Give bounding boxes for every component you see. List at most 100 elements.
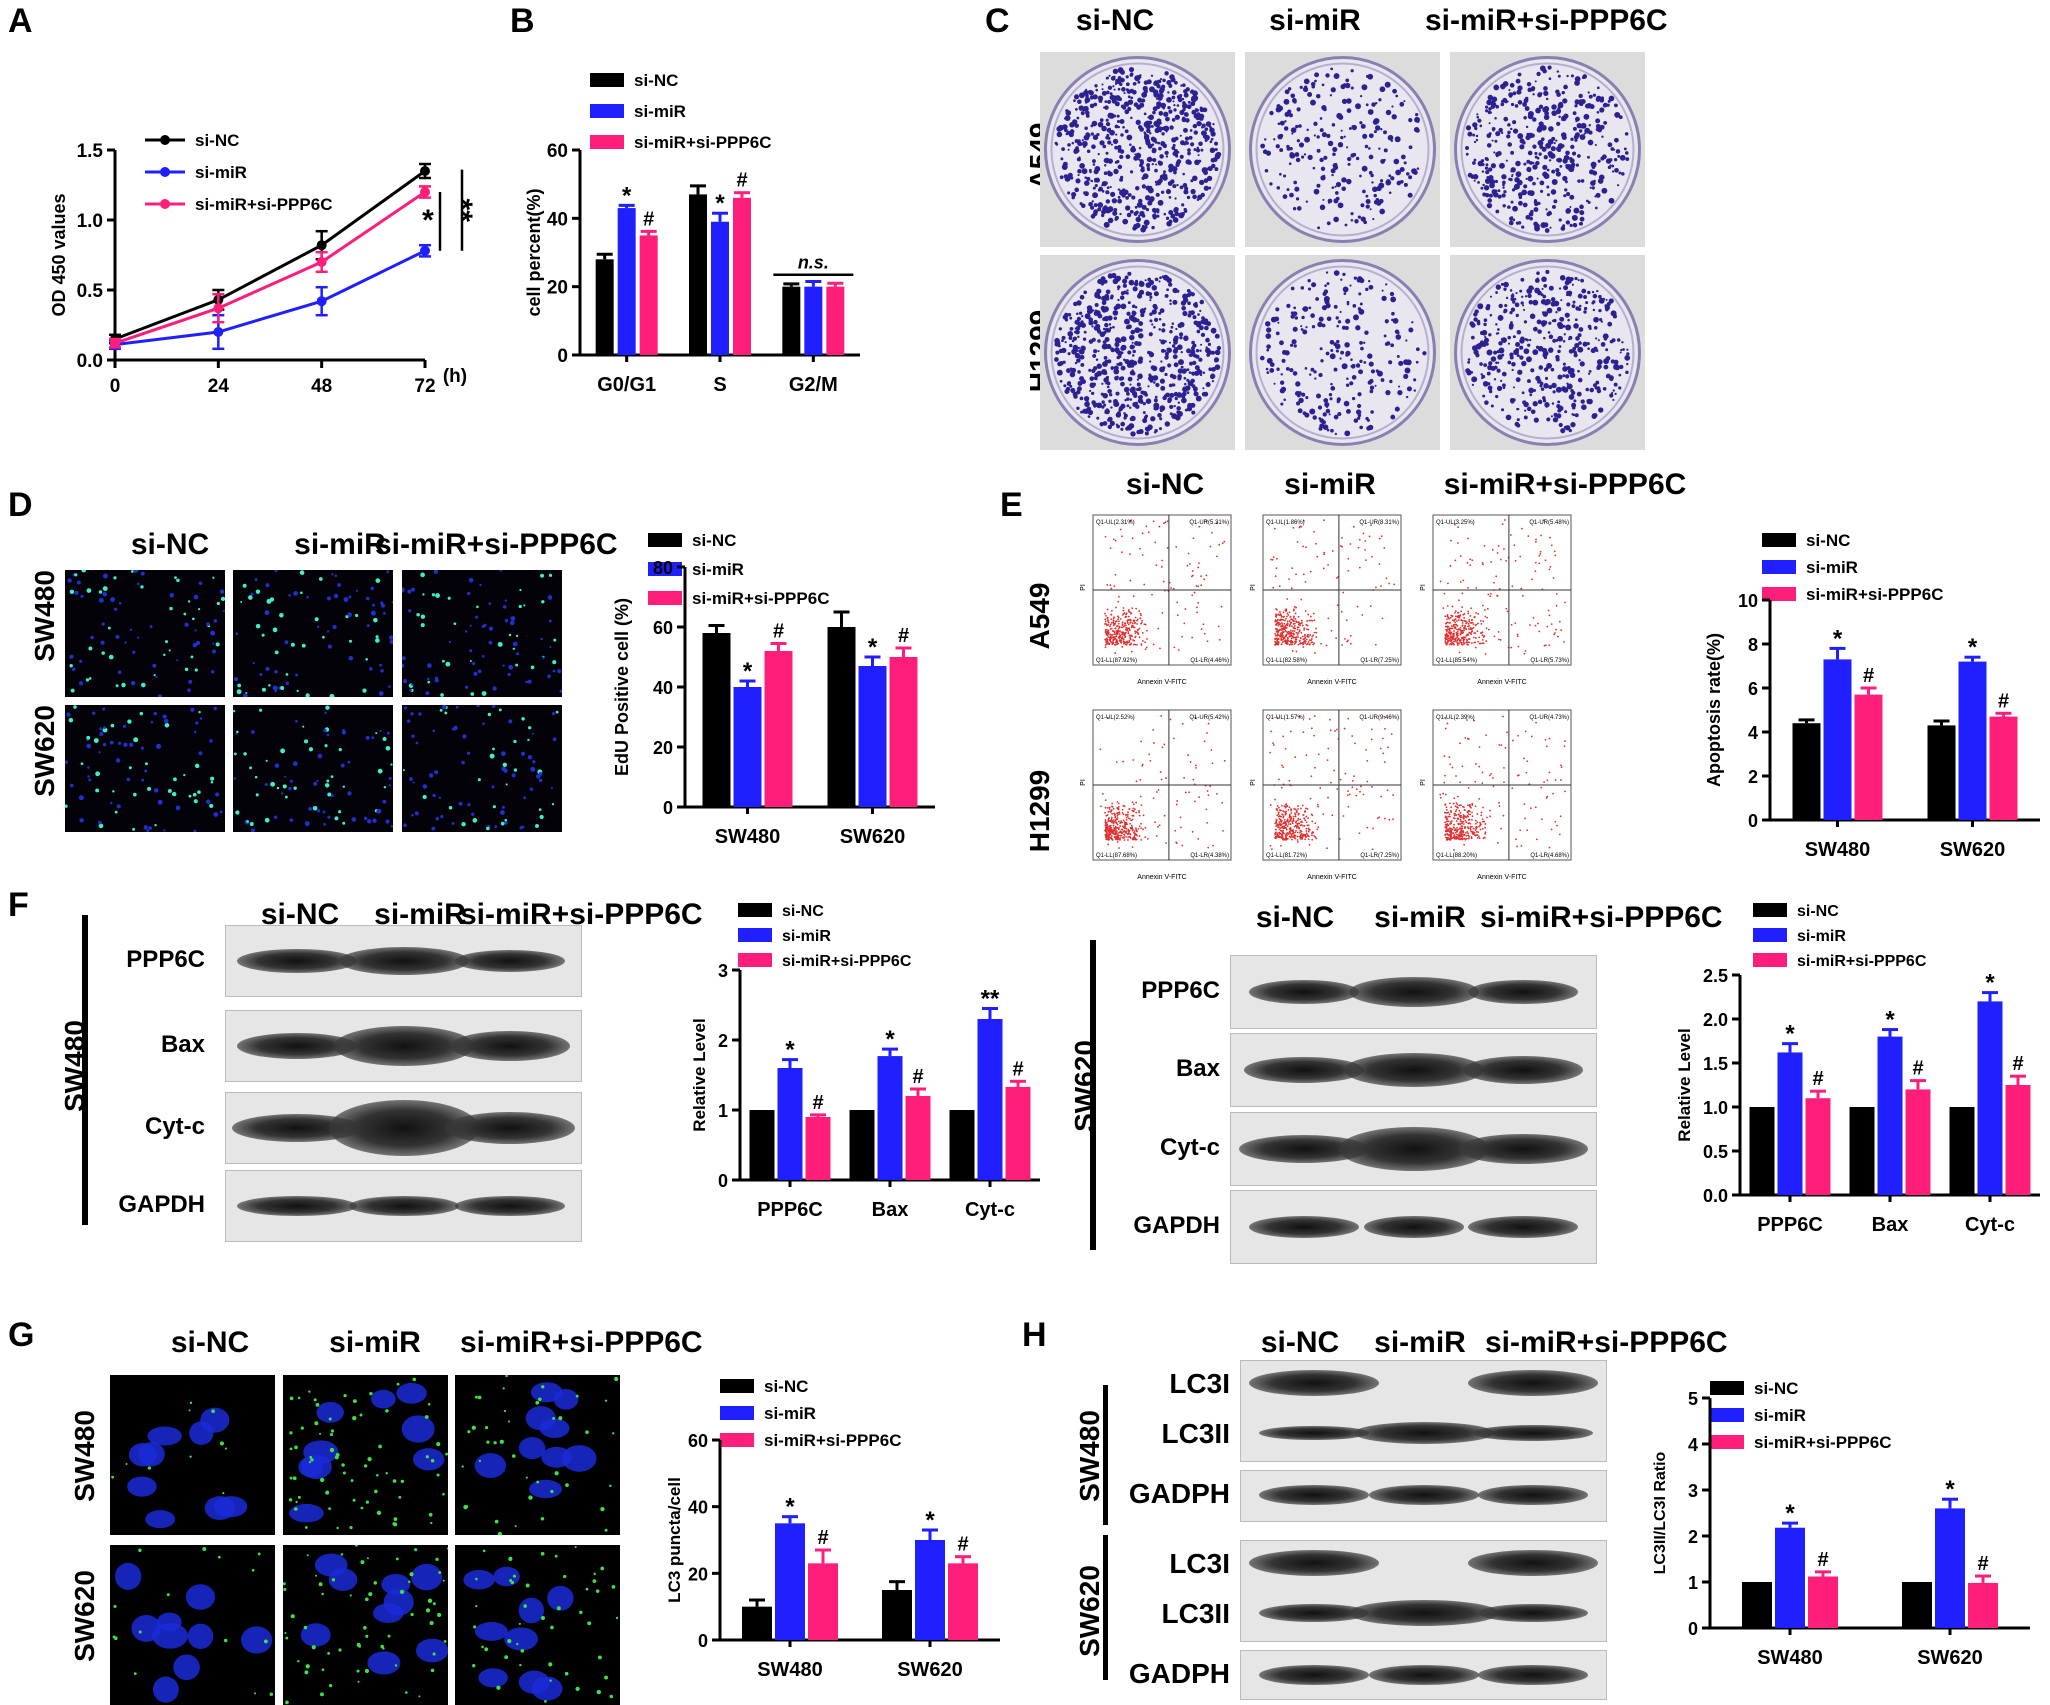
nucleus-dot: [452, 727, 455, 730]
colony: [1150, 351, 1152, 353]
colony: [1562, 374, 1565, 377]
colony: [1575, 318, 1578, 321]
colony: [1159, 318, 1162, 321]
colony: [1577, 370, 1580, 373]
colony: [1505, 100, 1508, 103]
flow-event: [1342, 592, 1344, 594]
colony: [1515, 104, 1519, 108]
nucleus-dot: [290, 780, 293, 783]
nucleus-dot: [429, 773, 433, 777]
flow-event: [1505, 560, 1507, 562]
flow-event: [1196, 611, 1198, 613]
nucleus-dot: [469, 578, 474, 583]
colony: [1102, 84, 1104, 86]
nucleus-dot: [212, 650, 216, 654]
colony: [1568, 369, 1573, 374]
colony: [1118, 196, 1121, 199]
colony: [1503, 190, 1506, 193]
colony-dish-image: [1040, 255, 1235, 450]
nucleus-dot: [551, 787, 553, 789]
y-tick-label: 1.5: [77, 141, 104, 162]
colony: [1397, 390, 1402, 395]
nucleus-dot: [165, 723, 170, 728]
colony: [1551, 137, 1555, 141]
colony: [1135, 404, 1140, 409]
colony: [1510, 170, 1513, 173]
colony: [1174, 81, 1178, 85]
flow-event: [1310, 616, 1312, 618]
colony: [1593, 294, 1598, 299]
flow-event: [1315, 632, 1317, 634]
colony: [1501, 337, 1507, 343]
legend-label: si-NC: [1806, 531, 1850, 550]
colony: [1079, 163, 1085, 169]
colony: [1524, 348, 1530, 354]
nucleus-dot: [275, 650, 279, 654]
colony: [1079, 92, 1085, 98]
bar: [1850, 1107, 1875, 1195]
flow-event: [1154, 542, 1156, 544]
flow-y-axis-title: PI: [1250, 584, 1257, 591]
x-tick-label: 0: [110, 376, 121, 397]
nucleus-dot: [190, 655, 193, 658]
colony: [1551, 383, 1556, 388]
nucleus-dot: [505, 619, 508, 622]
nucleus-dot: [69, 664, 72, 667]
colony: [1537, 277, 1539, 279]
y-tick-label: 0.5: [1703, 1142, 1728, 1162]
legend-swatch: [648, 591, 682, 605]
nucleus-dot: [280, 748, 285, 753]
colony: [1363, 361, 1366, 364]
flow-event: [1293, 627, 1295, 629]
colony: [1108, 328, 1111, 331]
colony: [1155, 141, 1158, 144]
colony: [1122, 279, 1127, 284]
colony: [1200, 344, 1202, 346]
flow-event: [1105, 632, 1107, 634]
colony: [1488, 361, 1492, 365]
flow-event: [1315, 628, 1317, 630]
nucleus-dot: [337, 583, 341, 587]
colony: [1369, 285, 1374, 290]
colony: [1360, 347, 1364, 351]
nucleus-dot: [502, 806, 505, 809]
colony: [1090, 104, 1095, 109]
nucleus-dot: [251, 592, 254, 595]
colony: [1592, 165, 1596, 169]
colony: [1104, 372, 1107, 375]
flow-event: [1500, 639, 1502, 641]
y-tick-label: 80: [653, 558, 673, 578]
flow-event: [1139, 617, 1141, 619]
flow-event: [1296, 621, 1298, 623]
colony: [1132, 354, 1135, 357]
significance-mark: #: [1812, 1068, 1823, 1090]
flow-event: [1123, 613, 1125, 615]
colony: [1335, 415, 1337, 417]
nucleus-dot: [510, 616, 515, 621]
nucleus-dot: [461, 822, 465, 826]
colony: [1154, 306, 1158, 310]
nucleus-dot: [209, 739, 213, 743]
flow-event: [1146, 630, 1148, 632]
colony: [1609, 375, 1614, 380]
colony: [1395, 95, 1398, 98]
flow-event: [1300, 599, 1302, 601]
colony: [1131, 146, 1135, 150]
colony: [1495, 180, 1498, 183]
colony: [1138, 399, 1140, 401]
colony: [1352, 125, 1357, 130]
colony: [1350, 212, 1353, 215]
flow-event: [1151, 594, 1153, 596]
colony: [1191, 292, 1195, 296]
nucleus-dot: [277, 787, 279, 789]
nucleus-dot: [306, 596, 309, 599]
colony: [1065, 115, 1071, 121]
flow-event: [1297, 541, 1299, 543]
flow-event: [1307, 634, 1309, 636]
x-tick-label: PPP6C: [1757, 1214, 1823, 1235]
nucleus-dot: [553, 639, 556, 642]
colony: [1532, 117, 1536, 121]
colony: [1327, 316, 1332, 321]
nucleus-dot: [542, 657, 545, 660]
colony: [1369, 171, 1373, 175]
